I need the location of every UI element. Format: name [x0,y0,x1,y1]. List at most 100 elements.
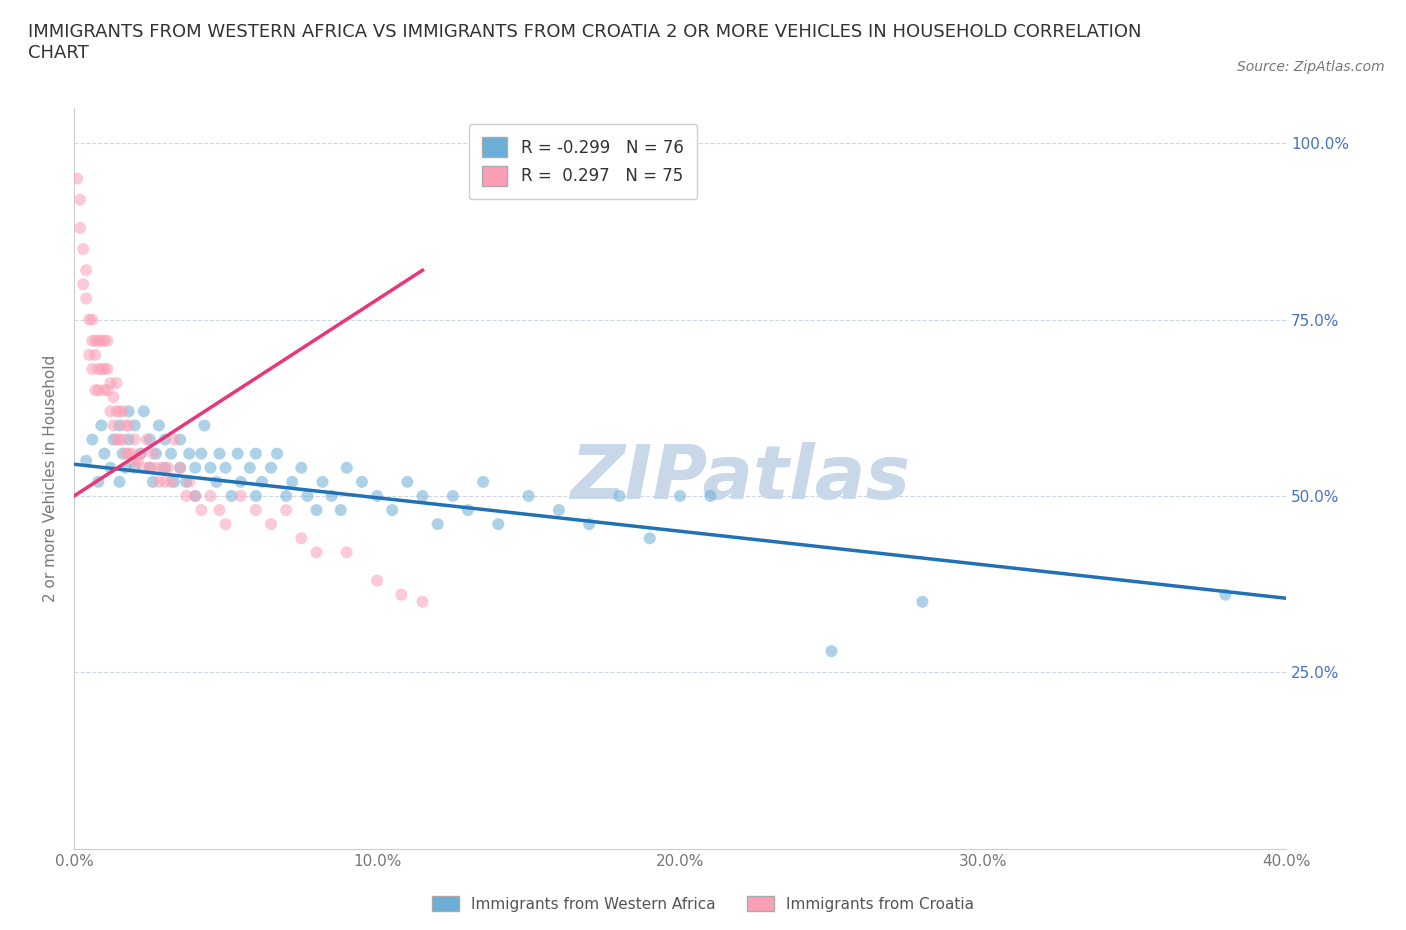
Legend: Immigrants from Western Africa, Immigrants from Croatia: Immigrants from Western Africa, Immigran… [426,889,980,918]
Point [457,502,479,517]
Point [229,488,252,503]
Point [93,333,115,348]
Point [114,446,136,461]
Point [163,474,186,489]
Point [100,376,122,391]
Point [221,488,243,503]
Point [142,446,165,461]
Point [114,460,136,475]
Point [87,333,110,348]
Point [179,446,201,461]
Point [124,460,146,475]
Point [276,488,298,503]
Point [121,446,143,461]
Point [69,220,91,235]
Legend: R = -0.299   N = 76, R =  0.297   N = 75: R = -0.299 N = 76, R = 0.297 N = 75 [470,124,697,199]
Point [100,460,122,475]
Point [169,432,191,447]
Point [153,474,176,489]
Point [179,474,201,489]
Point [229,474,252,489]
Point [638,531,661,546]
Point [132,460,155,475]
Point [321,488,343,503]
Point [699,488,721,503]
Point [72,277,94,292]
Point [93,446,115,461]
Point [609,488,631,503]
Point [108,418,131,432]
Point [82,362,104,377]
Point [578,517,600,532]
Point [350,474,373,489]
Point [336,460,359,475]
Point [139,460,162,475]
Text: Source: ZipAtlas.com: Source: ZipAtlas.com [1237,60,1385,74]
Point [214,517,236,532]
Point [290,460,312,475]
Point [381,502,404,517]
Point [1215,587,1237,602]
Point [72,242,94,257]
Point [245,488,267,503]
Point [426,517,449,532]
Point [132,404,155,418]
Point [93,362,115,377]
Point [174,474,197,489]
Point [139,432,162,447]
Point [184,460,207,475]
Point [139,460,162,475]
Point [820,644,842,658]
Point [108,432,131,447]
Point [208,502,231,517]
Point [129,446,152,461]
Point [148,474,170,489]
Point [297,488,319,503]
Point [200,460,222,475]
Point [87,362,110,377]
Point [75,291,97,306]
Point [66,171,89,186]
Point [441,488,464,503]
Point [103,418,125,432]
Point [336,545,359,560]
Point [135,432,157,447]
Point [82,432,104,447]
Point [96,383,118,398]
Point [184,488,207,503]
Point [281,474,304,489]
Point [266,446,288,461]
Point [156,460,179,475]
Point [190,446,212,461]
Point [311,474,333,489]
Point [412,594,434,609]
Point [239,460,262,475]
Point [117,418,139,432]
Point [305,545,328,560]
Point [366,488,388,503]
Point [111,404,134,418]
Point [145,460,167,475]
Point [108,474,131,489]
Point [412,488,434,503]
Point [75,453,97,468]
Point [169,460,191,475]
Point [84,383,107,398]
Point [245,502,267,517]
Point [145,446,167,461]
Point [117,432,139,447]
Point [117,446,139,461]
Point [105,404,128,418]
Point [124,432,146,447]
Point [84,348,107,363]
Point [150,460,173,475]
Point [87,474,110,489]
Point [153,460,176,475]
Point [174,488,197,503]
Point [669,488,692,503]
Point [96,362,118,377]
Point [276,502,298,517]
Point [200,488,222,503]
Point [75,263,97,278]
Point [103,432,125,447]
